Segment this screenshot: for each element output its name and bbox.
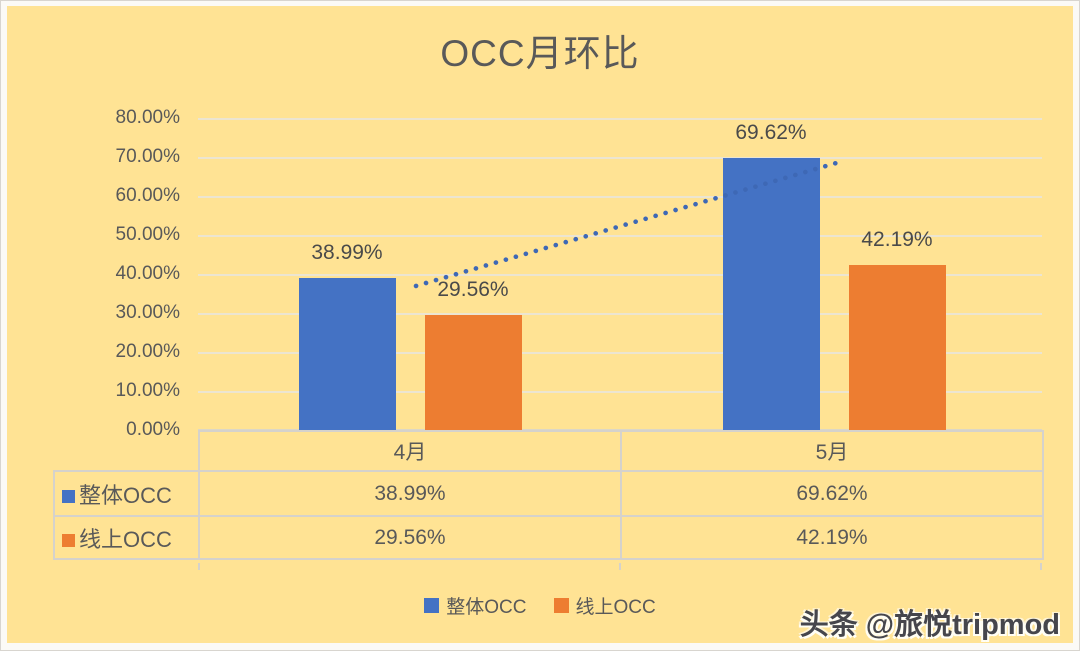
y-axis-tick-label: 60.00% [115, 185, 180, 206]
bar-data-label: 38.99% [311, 240, 383, 264]
axis-tick [198, 563, 200, 570]
axis-tick [619, 563, 621, 570]
category-header-month-4: 4月 [198, 430, 622, 472]
bar-series1-cat0 [424, 314, 522, 430]
legend-key-icon-orange [553, 598, 569, 613]
gridline [198, 157, 1042, 159]
legend-label: 整体OCC [446, 597, 527, 618]
data-table: 4月 5月 整体OCC 38.99% 69.62% 线上OCC 29.56% 4… [53, 430, 1044, 560]
bar-series0-cat0 [298, 277, 396, 430]
gridline [198, 352, 1042, 354]
gridline [198, 235, 1042, 237]
y-axis-tick-label: 40.00% [115, 263, 180, 284]
gridline [198, 196, 1042, 198]
chart-title: OCC月环比 [440, 33, 640, 74]
gridline [198, 274, 1042, 276]
y-axis-tick-label: 80.00% [115, 107, 180, 128]
table-cell-online-may: 42.19% [620, 515, 1044, 560]
chart-legend: 整体OCC 线上OCC [7, 592, 1073, 619]
bar-series1-cat1 [848, 265, 946, 430]
y-axis-tick-label: 30.00% [115, 302, 180, 323]
legend-label: 线上OCC [575, 597, 656, 618]
gridline [198, 313, 1042, 315]
trendline-dotted [413, 160, 841, 289]
legend-key-icon-blue [424, 598, 440, 613]
watermark: 头条 @旅悦tripmod [799, 609, 1060, 641]
table-cell-online-apr: 29.56% [198, 515, 622, 560]
axis-tick [1040, 563, 1042, 570]
series-name-label: 整体OCC [79, 482, 172, 508]
plot-area: 38.99% 69.62% 29.56% 42.19% [198, 118, 1042, 431]
table-row-overall-occ: 整体OCC 38.99% 69.62% [53, 470, 1044, 517]
bar-series0-cat1 [722, 158, 820, 430]
x-axis-line [198, 429, 1042, 431]
bar-data-label: 29.56% [437, 277, 509, 301]
gridline [198, 118, 1042, 120]
bar-data-label: 42.19% [861, 228, 933, 252]
bar-data-label: 69.62% [735, 121, 807, 145]
series-name-label: 线上OCC [79, 526, 172, 552]
table-header-row: 4月 5月 [54, 430, 1044, 472]
table-cell-overall-apr: 38.99% [198, 470, 622, 517]
table-cell-overall-may: 69.62% [620, 470, 1044, 517]
y-axis-tick-label: 20.00% [115, 341, 180, 362]
series-key-icon-blue [62, 489, 75, 503]
gridline [198, 391, 1042, 393]
category-header-month-5: 5月 [620, 430, 1044, 472]
y-axis-tick-label: 0.00% [126, 419, 180, 440]
series-rowhead-online-occ: 线上OCC [53, 515, 200, 560]
y-axis-tick-label: 70.00% [115, 146, 180, 167]
table-corner-blank [54, 431, 199, 471]
y-axis-tick-label: 50.00% [115, 224, 180, 245]
y-axis-tick-label: 10.00% [115, 380, 180, 401]
y-axis: 80.00% 70.00% 60.00% 50.00% 40.00% 30.00% 20.0… [7, 6, 187, 643]
legend-item-online-occ: 线上OCC [553, 592, 656, 619]
series-key-icon-orange [62, 533, 75, 547]
table-row-online-occ: 线上OCC 29.56% 42.19% [53, 515, 1044, 560]
series-rowhead-overall-occ: 整体OCC [53, 470, 200, 517]
legend-item-overall-occ: 整体OCC [424, 592, 527, 619]
chart-canvas: OCC月环比 80.00% 70.00% 60.00% 50.00% 40.00% 30.… [7, 6, 1073, 643]
